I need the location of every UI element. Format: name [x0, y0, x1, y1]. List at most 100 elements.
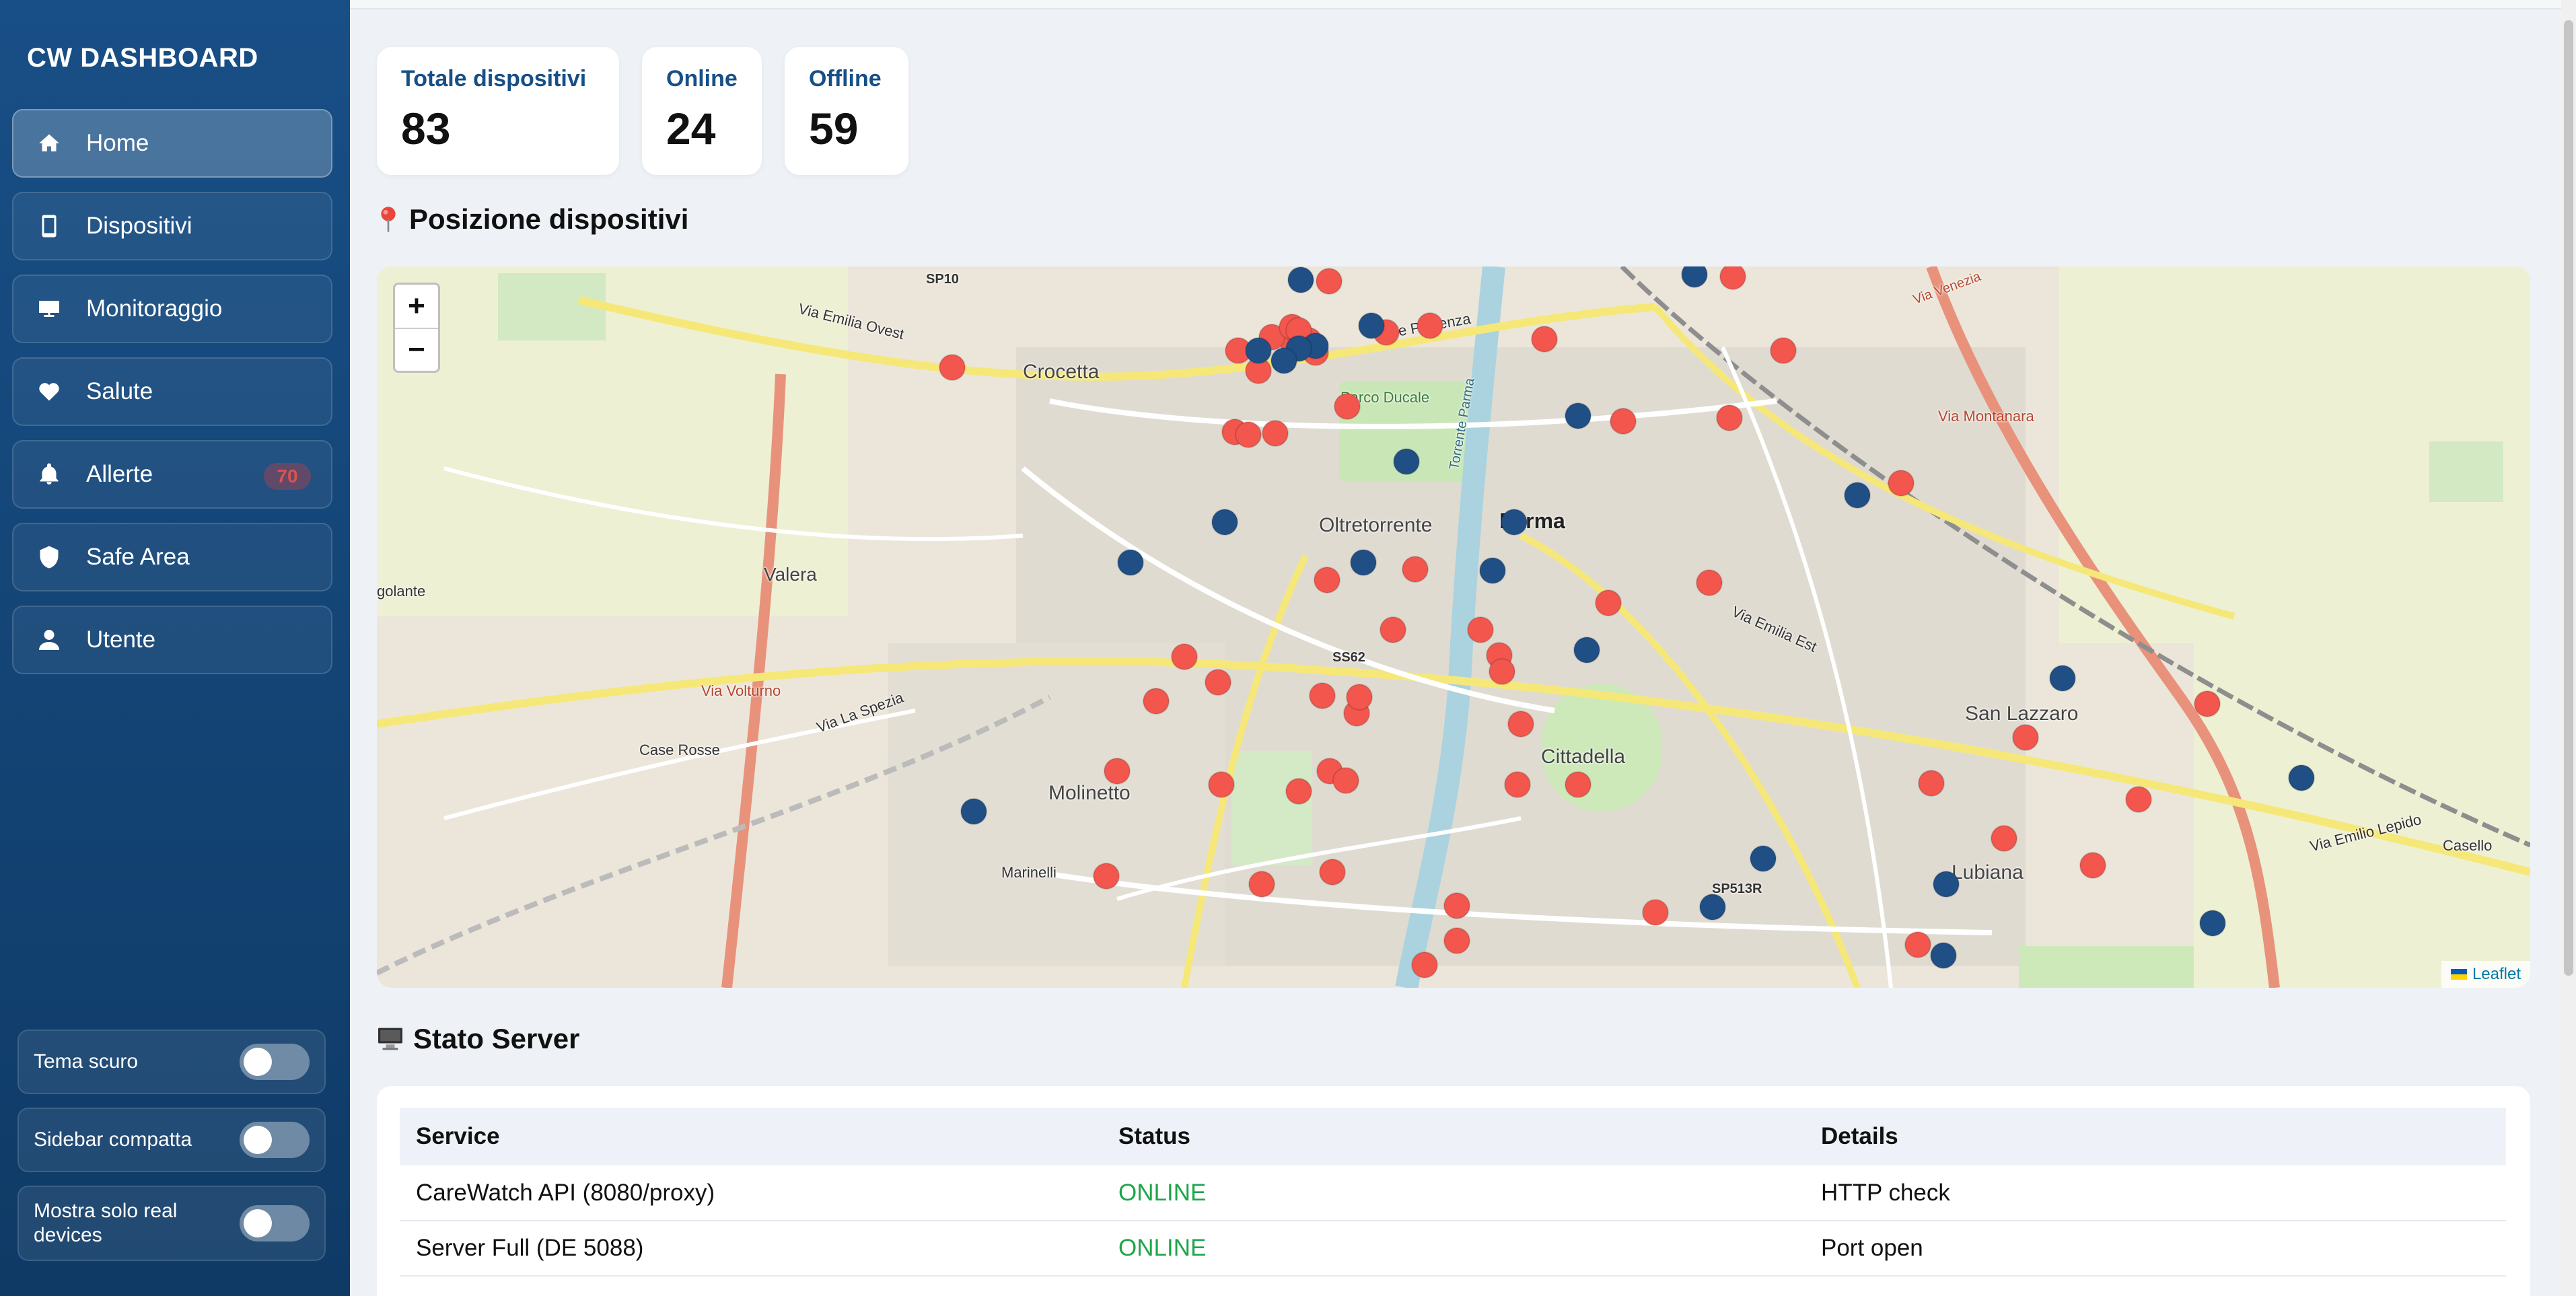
offline-device-marker[interactable] [1411, 951, 1438, 978]
offline-device-marker[interactable] [1489, 658, 1515, 685]
offline-device-marker[interactable] [1595, 589, 1622, 616]
offline-device-marker[interactable] [1443, 927, 1470, 954]
sidebar-nav: Home Dispositivi Monitoraggio Salute All… [12, 109, 332, 688]
online-device-marker[interactable] [1844, 482, 1871, 509]
dark-theme-switch[interactable] [240, 1044, 310, 1080]
page-scrollbar[interactable] [2561, 0, 2576, 1296]
real-devices-switch[interactable] [240, 1205, 310, 1241]
sidebar-toggles: Tema scuro Sidebar compatta Mostra solo … [17, 1030, 326, 1274]
offline-device-marker[interactable] [1467, 616, 1494, 643]
offline-device-marker[interactable] [1143, 688, 1170, 715]
offline-device-marker[interactable] [1334, 393, 1361, 420]
compact-sidebar-switch[interactable] [240, 1122, 310, 1158]
offline-device-marker[interactable] [939, 354, 966, 381]
sidebar-item-dispositivi[interactable]: Dispositivi [12, 192, 332, 260]
online-device-marker[interactable] [1565, 402, 1591, 429]
offline-device-marker[interactable] [1319, 859, 1346, 886]
pin-icon [377, 206, 400, 233]
offline-device-marker[interactable] [1719, 266, 1746, 290]
offline-device-marker[interactable] [1093, 863, 1120, 890]
online-device-marker[interactable] [1271, 347, 1297, 374]
online-device-marker[interactable] [1699, 894, 1726, 921]
offline-device-marker[interactable] [1208, 771, 1235, 798]
offline-device-marker[interactable] [1716, 404, 1743, 431]
table-row: CareWatch API (8080/proxy) ONLINE HTTP c… [400, 1165, 2506, 1221]
offline-device-marker[interactable] [2194, 690, 2221, 717]
device-markers [939, 266, 2315, 978]
offline-device-marker[interactable] [1171, 643, 1198, 670]
online-device-marker[interactable] [1479, 557, 1506, 584]
sidebar-item-salute[interactable]: Salute [12, 357, 332, 426]
offline-device-marker[interactable] [1888, 470, 1915, 497]
offline-device-marker[interactable] [1696, 569, 1723, 596]
online-device-marker[interactable] [1573, 637, 1600, 663]
map-section-title: Posizione dispositivi [377, 203, 688, 236]
top-border [350, 0, 2564, 9]
zoom-in-button[interactable]: + [408, 289, 425, 322]
offline-device-marker[interactable] [1904, 931, 1931, 958]
ukraine-flag-icon [2450, 969, 2467, 980]
sidebar-item-utente[interactable]: Utente [12, 606, 332, 674]
sidebar-item-allerte[interactable]: Allerte 70 [12, 440, 332, 509]
offline-device-marker[interactable] [1417, 312, 1443, 339]
online-device-marker[interactable] [2049, 665, 2076, 692]
online-device-marker[interactable] [2199, 910, 2226, 937]
server-section-title: Stato Server [377, 1023, 579, 1055]
online-device-marker[interactable] [1393, 448, 1420, 475]
offline-device-marker[interactable] [1104, 758, 1131, 785]
offline-device-marker[interactable] [1346, 684, 1373, 711]
offline-device-marker[interactable] [1332, 767, 1359, 794]
online-device-marker[interactable] [1358, 312, 1385, 339]
online-device-marker[interactable] [1245, 337, 1272, 364]
offline-device-marker[interactable] [1205, 669, 1231, 696]
offline-device-marker[interactable] [1285, 778, 1312, 805]
offline-device-marker[interactable] [1531, 326, 1558, 353]
scrollbar-thumb[interactable] [2564, 20, 2573, 976]
offline-device-marker[interactable] [1235, 421, 1262, 448]
online-device-marker[interactable] [1211, 509, 1238, 536]
sidebar: CW DASHBOARD Home Dispositivi Monitoragg… [0, 0, 350, 1296]
sidebar-item-home[interactable]: Home [12, 109, 332, 178]
online-device-marker[interactable] [2288, 764, 2315, 791]
online-device-marker[interactable] [960, 798, 987, 825]
offline-device-marker[interactable] [1918, 770, 1945, 797]
offline-device-marker[interactable] [1991, 825, 2017, 852]
switch-knob [244, 1126, 272, 1154]
online-device-marker[interactable] [1117, 549, 1144, 576]
sidebar-item-safe-area[interactable]: Safe Area [12, 523, 332, 591]
offline-device-marker[interactable] [1314, 567, 1340, 593]
online-device-marker[interactable] [1933, 871, 1960, 898]
online-device-marker[interactable] [1501, 509, 1528, 536]
offline-device-marker[interactable] [1309, 682, 1336, 709]
offline-device-marker[interactable] [1443, 892, 1470, 919]
stat-title: Offline [809, 66, 882, 92]
attribution-link[interactable]: Leaflet [2472, 965, 2521, 983]
offline-device-marker[interactable] [2079, 852, 2106, 879]
stat-value: 83 [401, 104, 451, 153]
offline-device-marker[interactable] [1565, 771, 1591, 798]
offline-device-marker[interactable] [1507, 711, 1534, 737]
offline-device-marker[interactable] [2125, 786, 2152, 813]
device-map[interactable]: Parma Oltretorrente Crocetta Valera Molinett… [377, 266, 2530, 988]
offline-device-marker[interactable] [1248, 871, 1275, 898]
offline-device-marker[interactable] [2012, 724, 2039, 751]
offline-device-marker[interactable] [1380, 616, 1406, 643]
offline-device-marker[interactable] [1262, 420, 1289, 447]
offline-device-marker[interactable] [1316, 268, 1343, 295]
online-device-marker[interactable] [1350, 549, 1377, 576]
offline-device-marker[interactable] [1610, 408, 1637, 435]
map-attribution[interactable]: Leaflet [2441, 961, 2530, 988]
map-label-sp10: SP10 [926, 272, 959, 287]
sidebar-item-monitoraggio[interactable]: Monitoraggio [12, 275, 332, 343]
online-device-marker[interactable] [1287, 266, 1314, 293]
offline-device-marker[interactable] [1402, 556, 1429, 583]
online-device-marker[interactable] [1930, 942, 1957, 969]
map-label-valera: Valera [764, 564, 817, 585]
online-device-marker[interactable] [1681, 266, 1708, 288]
offline-device-marker[interactable] [1642, 899, 1669, 926]
server-status-card: Service Status Details CareWatch API (80… [377, 1086, 2530, 1296]
offline-device-marker[interactable] [1770, 337, 1797, 364]
zoom-out-button[interactable]: − [395, 328, 438, 371]
offline-device-marker[interactable] [1504, 771, 1531, 798]
online-device-marker[interactable] [1750, 845, 1777, 872]
